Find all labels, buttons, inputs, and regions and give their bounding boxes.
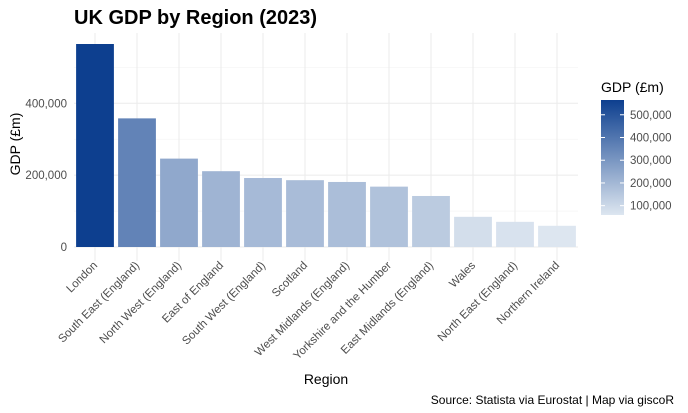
bar-east-midlands-england bbox=[412, 195, 450, 247]
y-axis-ticks: 0 200,000 400,000 bbox=[25, 98, 67, 254]
bar-scotland bbox=[286, 180, 324, 247]
bar-north-west-england bbox=[160, 158, 198, 247]
y-tick-label: 200,000 bbox=[25, 170, 67, 182]
x-tick-label: Wales bbox=[447, 259, 478, 290]
legend-ticks: 100,000 200,000 300,000 400,000 500,000 bbox=[601, 110, 672, 213]
bar-yorkshire-and-the-humber bbox=[370, 186, 408, 247]
legend: GDP (£m) 100,000 200,000 300,000 400,000 500… bbox=[601, 79, 672, 215]
legend-tick-label: 200,000 bbox=[630, 178, 672, 190]
bar-west-midlands-england bbox=[328, 181, 366, 247]
legend-tick-label: 300,000 bbox=[630, 155, 672, 167]
chart-caption: Source: Statista via Eurostat | Map via … bbox=[431, 393, 675, 407]
legend-tick-label: 100,000 bbox=[630, 201, 672, 213]
bar-northern-ireland bbox=[538, 225, 576, 247]
y-tick-label: 400,000 bbox=[25, 98, 67, 110]
x-tick-label: South East (England) bbox=[56, 260, 142, 346]
bar-east-of-england bbox=[202, 171, 240, 247]
bars bbox=[76, 44, 576, 248]
bar-south-west-england bbox=[244, 178, 282, 247]
x-tick-label: North West (England) bbox=[98, 260, 185, 347]
legend-tick-label: 400,000 bbox=[630, 133, 672, 145]
bar-north-east-england bbox=[496, 221, 534, 247]
legend-colorbar bbox=[601, 100, 624, 215]
x-tick-label: North East (England) bbox=[436, 260, 521, 345]
x-tick-label: Scotland bbox=[270, 260, 310, 300]
legend-tick-label: 500,000 bbox=[630, 110, 672, 122]
bar-london bbox=[76, 44, 114, 247]
chart-title: UK GDP by Region (2023) bbox=[74, 7, 317, 29]
x-tick-label: South West (England) bbox=[180, 260, 268, 348]
bar-south-east-england bbox=[118, 118, 156, 248]
y-tick-label: 0 bbox=[61, 242, 67, 254]
legend-title: GDP (£m) bbox=[601, 79, 664, 95]
bar-wales bbox=[454, 216, 492, 247]
x-axis-title: Region bbox=[304, 371, 348, 387]
x-tick-label: London bbox=[65, 260, 101, 296]
y-axis-title: GDP (£m) bbox=[7, 113, 23, 176]
